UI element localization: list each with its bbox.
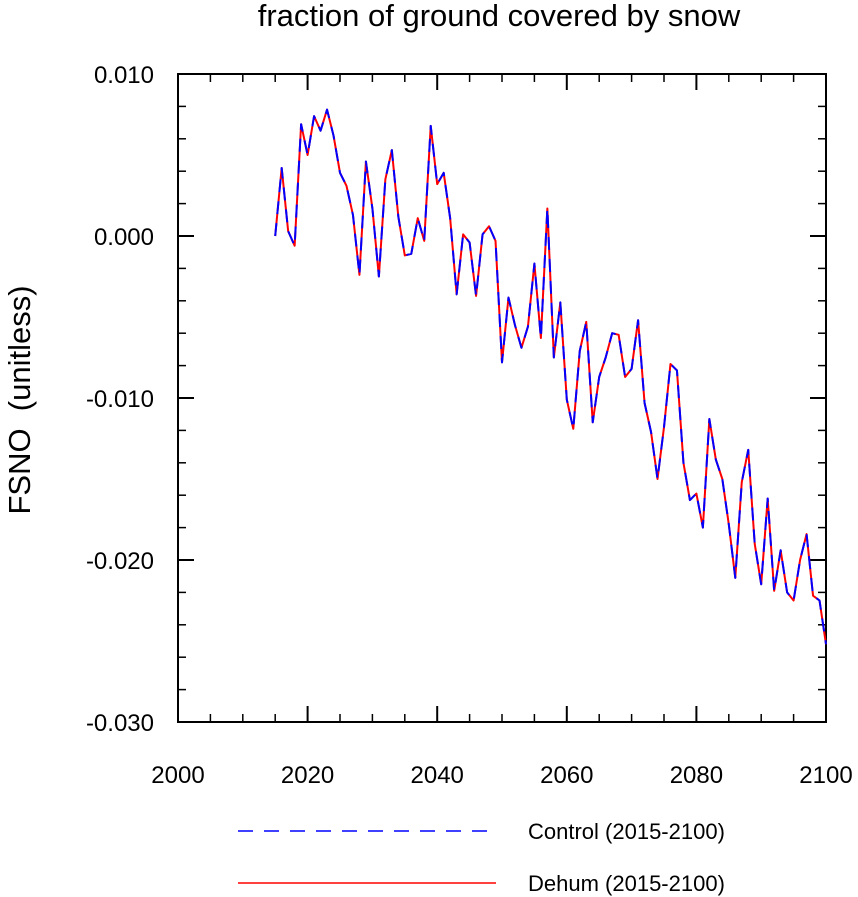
series-line-dehum: [274, 108, 827, 645]
x-tick-label: 2000: [151, 762, 204, 789]
y-tick-label: 0.010: [94, 62, 154, 89]
major-ticks: [177, 73, 827, 723]
y-tick-label: -0.010: [86, 386, 154, 413]
series-lines: [274, 108, 827, 645]
y-tick-label: 0.000: [94, 224, 154, 251]
plot-frame: [177, 73, 827, 723]
minor-ticks: [178, 74, 826, 722]
chart-title: fraction of ground covered by snow: [258, 0, 741, 33]
y-tick-labels: 0.010 0.000 -0.010 -0.020 -0.030: [86, 62, 154, 737]
x-tick-label: 2080: [670, 762, 723, 789]
x-tick-label: 2020: [281, 762, 334, 789]
y-axis-label: FSNO (unitless): [2, 285, 37, 514]
x-tick-labels: 2000 2020 2040 2060 2080 2100: [151, 762, 852, 789]
legend: Control (2015-2100) Dehum (2015-2100): [238, 819, 725, 896]
x-tick-label: 2040: [411, 762, 464, 789]
x-tick-label: 2060: [540, 762, 593, 789]
legend-label-dehum: Dehum (2015-2100): [528, 871, 725, 896]
y-tick-label: -0.030: [86, 710, 154, 737]
x-tick-label: 2100: [799, 762, 852, 789]
series-line-control: [274, 108, 827, 645]
legend-label-control: Control (2015-2100): [528, 819, 725, 844]
y-tick-label: -0.020: [86, 548, 154, 575]
